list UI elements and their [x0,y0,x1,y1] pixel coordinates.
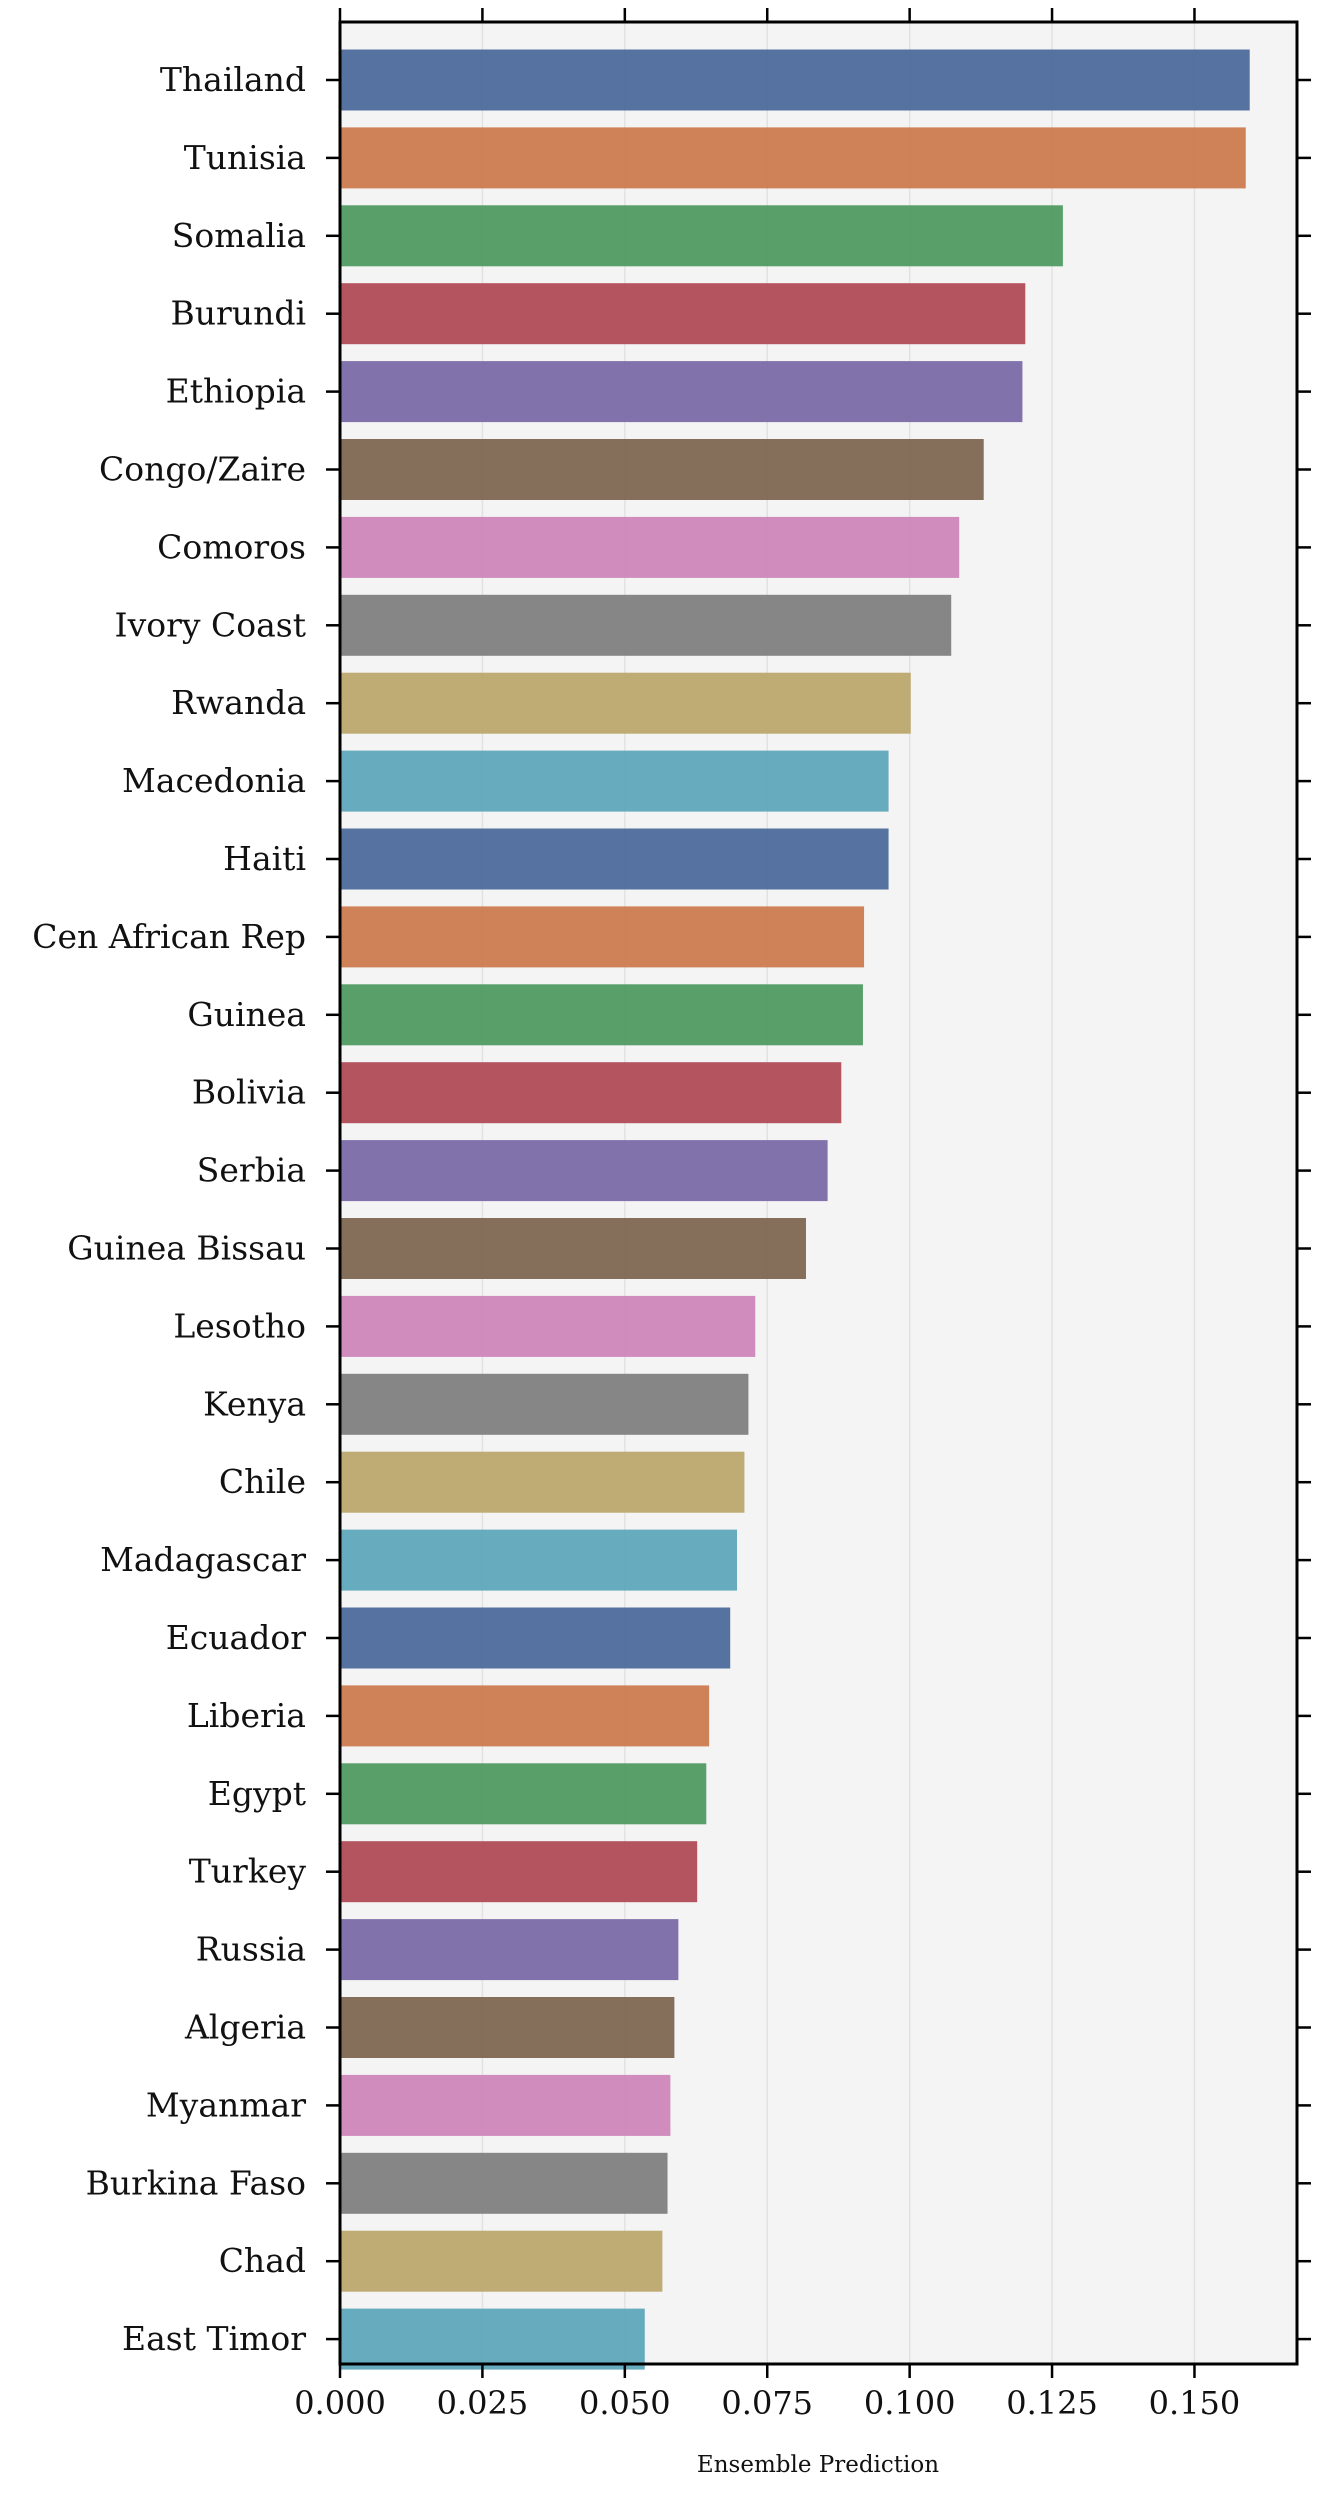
y-axis-ticks: Thailand Tunisia Somalia Burundi Ethiopia Con… [32,60,1311,2358]
y-tick-label: Tunisia [184,138,306,177]
bars [340,49,1250,2370]
y-tick-label: Madagascar [100,1540,306,1579]
bar [340,1451,745,1513]
y-tick-label: Burkina Faso [86,2163,306,2202]
bar [340,205,1063,267]
y-tick-label: Chile [219,1462,306,1501]
bar [340,984,863,1046]
bar [340,1607,731,1669]
bar [340,1140,828,1202]
y-tick-label: Ivory Coast [115,605,306,644]
y-tick-label: Serbia [197,1151,306,1190]
x-axis-label: Ensemble Prediction [697,2452,939,2478]
plot-frame [338,20,1299,2366]
bar [340,127,1246,189]
bar [340,1373,749,1435]
bar [340,1997,675,2058]
y-tick-label: Somalia [172,216,306,255]
bar [340,1685,710,1747]
bar [340,283,1026,345]
bar [340,516,960,578]
bar [340,361,1023,423]
bar [340,2308,645,2370]
bar [340,1919,679,1981]
y-tick-label: Congo/Zaire [99,450,306,489]
y-tick-label: Rwanda [171,683,306,722]
bar [340,49,1250,111]
bar [340,1763,707,1825]
bar [340,2152,668,2214]
y-tick-label: Lesotho [173,1306,306,1345]
y-tick-label: East Timor [122,2319,306,2358]
bar [340,906,865,968]
y-tick-label: Comoros [157,527,306,566]
bar [340,672,911,734]
y-tick-label: Guinea [187,995,306,1034]
y-tick-label: Kenya [203,1384,306,1423]
y-tick-label: Haiti [223,839,306,878]
y-tick-label: Myanmar [146,2085,306,2124]
bar [340,828,889,890]
bar [340,2230,663,2292]
y-tick-label: Ecuador [166,1618,306,1657]
x-tick-label: 0.050 [579,2384,671,2422]
bar [340,594,952,656]
y-tick-label: Russia [196,1930,306,1969]
x-tick-label: 0.025 [437,2384,529,2422]
bar [340,750,889,812]
y-tick-label: Liberia [187,1696,306,1735]
x-tick-label: 0.075 [721,2384,813,2422]
x-axis-ticks: 0.000 0.025 0.050 0.075 0.100 0.125 0.150 [294,8,1240,2422]
y-tick-label: Turkey [189,1852,307,1891]
bar [340,439,984,500]
y-tick-label: Ethiopia [166,372,306,411]
y-tick-label: Bolivia [192,1073,306,1112]
bar [340,1218,806,1279]
y-tick-label: Burundi [171,294,306,333]
bar [340,1841,698,1903]
y-tick-label: Algeria [184,2008,306,2047]
y-tick-label: Guinea Bissau [67,1229,306,1268]
y-tick-label: Egypt [208,1774,306,1813]
x-tick-label: 0.000 [294,2384,386,2422]
x-tick-label: 0.100 [864,2384,956,2422]
x-tick-label: 0.125 [1006,2384,1098,2422]
y-tick-label: Cen African Rep [32,917,306,956]
bar [340,1529,738,1591]
y-tick-label: Chad [219,2241,306,2280]
y-tick-label: Macedonia [122,761,306,800]
x-tick-label: 0.150 [1149,2384,1241,2422]
bar [340,2074,671,2136]
bar [340,1295,756,1357]
y-tick-label: Thailand [160,60,306,99]
bar [340,1062,842,1124]
